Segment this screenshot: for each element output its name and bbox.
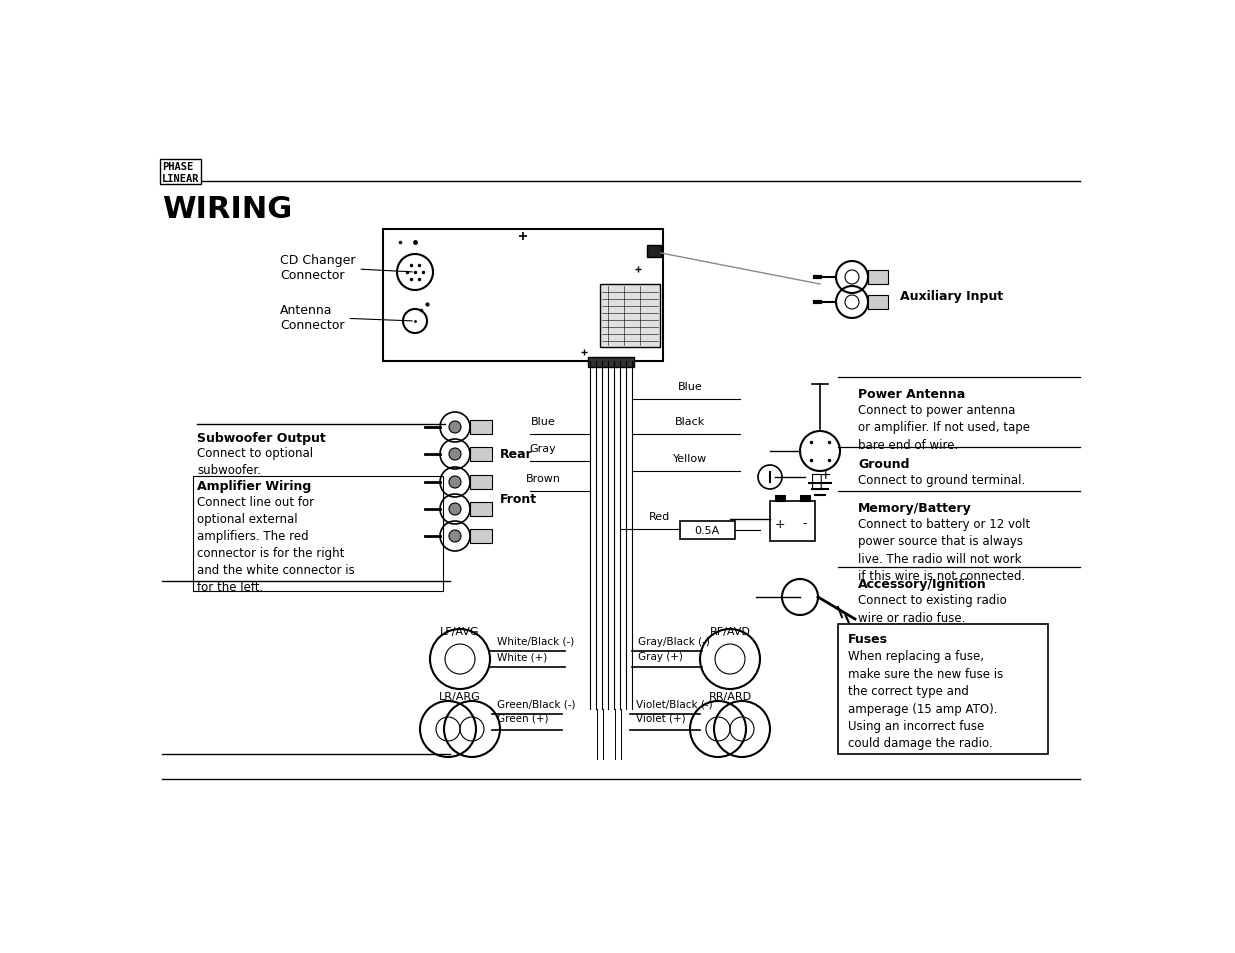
Text: RR/ARD: RR/ARD (709, 691, 752, 701)
Text: Gray (+): Gray (+) (638, 651, 683, 661)
Text: Connect line out for
optional external
amplifiers. The red
connector is for the : Connect line out for optional external a… (198, 496, 354, 594)
FancyBboxPatch shape (868, 271, 888, 285)
Text: Gray/Black (-): Gray/Black (-) (638, 637, 710, 646)
Text: Connect to optional
subwoofer.: Connect to optional subwoofer. (198, 447, 314, 476)
Circle shape (450, 421, 461, 434)
Text: Violet/Black (-): Violet/Black (-) (636, 700, 713, 709)
Text: Rear: Rear (500, 448, 532, 461)
Text: Amplifier Wiring: Amplifier Wiring (198, 479, 311, 493)
Text: Subwoofer Output: Subwoofer Output (198, 432, 326, 444)
FancyBboxPatch shape (647, 246, 661, 257)
FancyBboxPatch shape (588, 357, 634, 368)
Circle shape (450, 531, 461, 542)
Text: Blue: Blue (678, 381, 703, 392)
Circle shape (450, 503, 461, 516)
Text: Red: Red (650, 512, 671, 521)
Text: +: + (819, 468, 831, 481)
FancyBboxPatch shape (839, 624, 1049, 754)
FancyBboxPatch shape (769, 501, 815, 541)
Text: Yellow: Yellow (673, 454, 708, 463)
Text: LF/AVG: LF/AVG (440, 626, 479, 637)
Text: White (+): White (+) (496, 651, 547, 661)
FancyBboxPatch shape (800, 496, 810, 501)
Text: Brown: Brown (526, 474, 561, 483)
Text: When replacing a fuse,
make sure the new fuse is
the correct type and
amperage (: When replacing a fuse, make sure the new… (848, 649, 1003, 750)
Text: Antenna
Connector: Antenna Connector (280, 304, 412, 332)
Text: -: - (803, 517, 808, 530)
Text: Connect to ground terminal.: Connect to ground terminal. (858, 474, 1025, 486)
Text: Auxiliary Input: Auxiliary Input (900, 290, 1003, 303)
Text: Accessory/Ignition: Accessory/Ignition (858, 578, 987, 590)
Text: Front: Front (500, 493, 537, 506)
Text: Gray: Gray (530, 443, 557, 454)
FancyBboxPatch shape (471, 476, 492, 490)
FancyBboxPatch shape (471, 420, 492, 435)
Text: Connect to existing radio
wire or radio fuse.: Connect to existing radio wire or radio … (858, 594, 1007, 624)
Text: LR/ARG: LR/ARG (440, 691, 480, 701)
Text: Violet (+): Violet (+) (636, 713, 685, 723)
Text: White/Black (-): White/Black (-) (496, 637, 574, 646)
Text: Green/Black (-): Green/Black (-) (496, 700, 576, 709)
Text: Ground: Ground (858, 457, 909, 471)
Text: Connect to battery or 12 volt
power source that is always
live. The radio will n: Connect to battery or 12 volt power sour… (858, 517, 1030, 583)
FancyBboxPatch shape (471, 448, 492, 461)
Text: CD Changer
Connector: CD Changer Connector (280, 253, 412, 282)
Text: PHASE
LINEAR: PHASE LINEAR (162, 162, 200, 183)
Text: ⏚: ⏚ (811, 471, 823, 490)
Circle shape (450, 476, 461, 489)
Text: 0.5A: 0.5A (694, 525, 720, 536)
Text: RF/AVD: RF/AVD (710, 626, 751, 637)
Text: Green (+): Green (+) (496, 713, 548, 723)
Text: Fuses: Fuses (848, 633, 888, 645)
FancyBboxPatch shape (680, 521, 735, 539)
FancyBboxPatch shape (776, 496, 785, 501)
Text: Black: Black (674, 416, 705, 427)
Circle shape (450, 449, 461, 460)
FancyBboxPatch shape (600, 285, 659, 348)
FancyBboxPatch shape (471, 530, 492, 543)
FancyBboxPatch shape (193, 476, 443, 592)
Text: Memory/Battery: Memory/Battery (858, 501, 972, 515)
Text: Blue: Blue (531, 416, 556, 427)
Text: Connect to power antenna
or amplifier. If not used, tape
bare end of wire.: Connect to power antenna or amplifier. I… (858, 403, 1030, 452)
FancyBboxPatch shape (471, 502, 492, 517)
FancyBboxPatch shape (868, 295, 888, 310)
Text: WIRING: WIRING (162, 194, 293, 224)
Text: +: + (774, 517, 785, 530)
FancyBboxPatch shape (383, 230, 663, 361)
Text: Power Antenna: Power Antenna (858, 388, 966, 400)
